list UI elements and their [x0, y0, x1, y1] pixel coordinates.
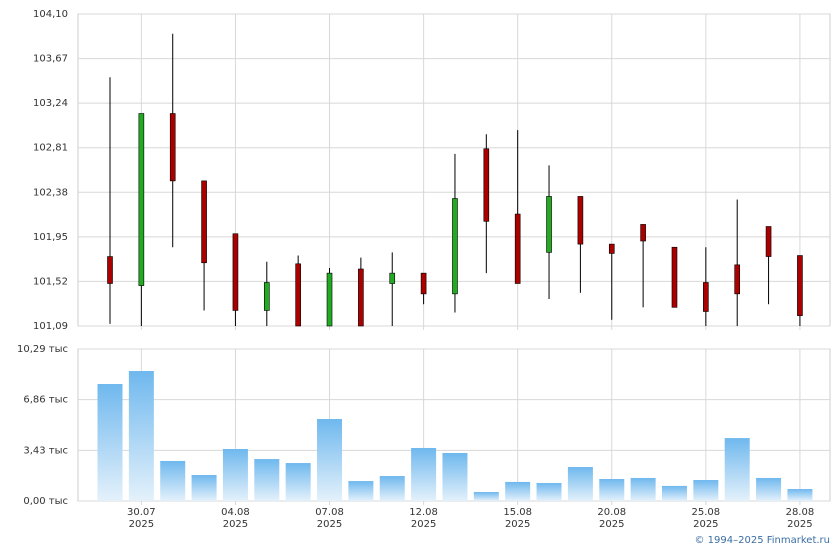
candle-body — [295, 263, 301, 327]
volume-bar — [379, 476, 405, 501]
volume-bar — [567, 467, 593, 501]
volume-bar — [222, 449, 248, 501]
candle-body — [452, 198, 458, 295]
volume-bar — [128, 371, 154, 501]
candle-body — [201, 180, 207, 264]
x-tick-label: 07.08 2025 — [315, 507, 344, 530]
x-tick-label: 30.07 2025 — [127, 507, 156, 530]
x-tick-label: 12.08 2025 — [409, 507, 438, 530]
candle-body — [703, 282, 709, 312]
volume-bar — [661, 485, 687, 501]
x-tick-label: 25.08 2025 — [691, 507, 721, 530]
y-tick-label: 103,24 — [33, 98, 68, 109]
volume-bar — [317, 419, 343, 501]
volume-bar — [411, 447, 437, 501]
y-tick-label: 101,95 — [33, 232, 68, 243]
volume-bar — [536, 482, 562, 501]
y-tick-label: 102,81 — [33, 143, 68, 154]
y-tick-label: 6,86 тыс — [23, 395, 68, 406]
x-tick-label: 15.08 2025 — [503, 507, 532, 530]
candle-body — [326, 272, 333, 327]
volume-bar — [630, 477, 656, 501]
y-tick-label: 101,52 — [33, 276, 68, 287]
candle-body — [169, 113, 176, 182]
y-tick-label: 102,38 — [33, 187, 68, 198]
candle-body — [546, 196, 552, 253]
y-tick-label: 3,43 тыс — [23, 445, 68, 456]
y-tick-label: 0,00 тыс — [23, 496, 68, 507]
x-tick-label: 20.08 2025 — [597, 507, 627, 530]
copyright: © 1994–2025 Finmarket.ru — [694, 535, 830, 546]
volume-bar — [693, 480, 719, 501]
volume-bar — [756, 477, 782, 501]
x-tick-label: 28.08 2025 — [785, 507, 815, 530]
x-tick-label: 04.08 2025 — [221, 507, 250, 530]
candle-body — [640, 224, 646, 242]
candle-body — [514, 213, 521, 284]
volume-bar — [473, 491, 499, 501]
y-tick-label: 103,67 — [33, 54, 68, 65]
candle-body — [765, 226, 772, 257]
candle-body — [671, 246, 678, 308]
candle-body — [263, 282, 270, 311]
candle-body — [358, 268, 364, 327]
y-tick-label: 10,29 тыс — [17, 344, 68, 355]
candle-body — [389, 272, 396, 284]
volume-bar — [505, 481, 531, 501]
volume-bar — [599, 478, 625, 501]
volume-bar — [724, 438, 750, 501]
volume-bar — [97, 384, 123, 501]
candle-body — [577, 196, 584, 245]
candle-body — [483, 148, 490, 222]
volume-bar — [442, 452, 468, 501]
y-tick-label: 104,10 — [33, 9, 68, 20]
candle-body — [107, 256, 113, 284]
candle-body — [138, 113, 145, 286]
volume-bar — [285, 463, 311, 501]
candle-body — [420, 272, 427, 295]
volume-bar — [787, 489, 813, 501]
volume-bar — [191, 475, 217, 501]
y-tick-label: 101,09 — [33, 321, 68, 332]
volume-bar — [254, 459, 280, 501]
volume-bar — [160, 460, 186, 501]
candle-body — [734, 264, 741, 295]
candle-body — [797, 255, 803, 316]
volume-bar — [348, 481, 374, 501]
candle-body — [608, 243, 615, 254]
candle-body — [232, 233, 239, 311]
